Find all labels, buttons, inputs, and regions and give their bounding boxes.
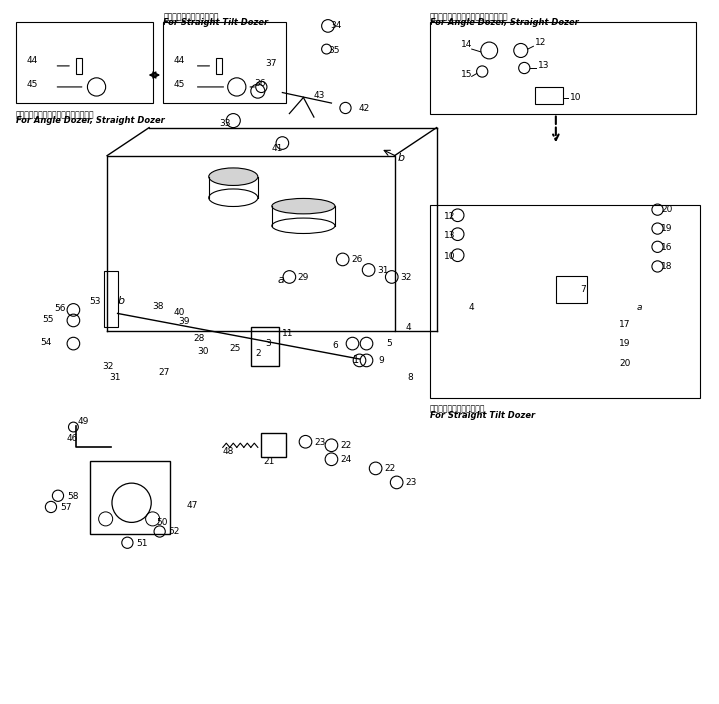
Text: 21: 21 (263, 457, 275, 466)
Text: 16: 16 (661, 244, 672, 252)
Text: 39: 39 (178, 317, 190, 326)
Text: 35: 35 (329, 46, 340, 55)
Bar (251, 327, 279, 366)
Text: 51: 51 (137, 539, 148, 548)
Text: 48: 48 (223, 446, 234, 455)
Text: 32: 32 (400, 272, 411, 282)
Text: 5: 5 (386, 339, 392, 348)
Bar (104, 271, 118, 327)
Text: a: a (636, 303, 642, 312)
Text: ストレートチルトドーザ用: ストレートチルトドーザ用 (430, 405, 485, 413)
Text: 15: 15 (461, 70, 472, 79)
Text: 22: 22 (340, 441, 351, 450)
Text: 43: 43 (314, 91, 325, 100)
Text: 36: 36 (255, 79, 266, 87)
Text: アングルドーザ、ストレートドーザ用: アングルドーザ、ストレートドーザ用 (430, 12, 508, 21)
Bar (76, 58, 82, 74)
Text: 24: 24 (340, 455, 351, 464)
Text: 55: 55 (42, 315, 54, 324)
Text: 12: 12 (444, 212, 455, 221)
Text: For Straight Tilt Dozer: For Straight Tilt Dozer (430, 411, 535, 420)
Text: For Straight Tilt Dozer: For Straight Tilt Dozer (163, 18, 268, 27)
Text: 49: 49 (78, 417, 89, 425)
Text: 4: 4 (405, 322, 411, 332)
Text: 54: 54 (40, 338, 52, 347)
Text: 14: 14 (461, 40, 472, 49)
Text: For Angle Dozer, Straight Dozer: For Angle Dozer, Straight Dozer (430, 18, 578, 27)
Text: 25: 25 (230, 344, 241, 353)
Text: 56: 56 (55, 304, 66, 313)
Text: 2: 2 (256, 349, 261, 358)
Text: ストレートチルトドーザ用: ストレートチルトドーザ用 (163, 12, 219, 21)
Text: 47: 47 (186, 501, 198, 510)
Text: 44: 44 (174, 56, 185, 65)
Text: 13: 13 (444, 231, 455, 239)
Bar (430, 205, 700, 398)
Text: 29: 29 (298, 272, 309, 282)
Text: 22: 22 (384, 464, 395, 473)
Text: 42: 42 (358, 104, 370, 113)
Text: 3: 3 (265, 339, 270, 348)
Text: 37: 37 (265, 59, 276, 68)
Text: 28: 28 (193, 334, 205, 343)
Text: 46: 46 (66, 434, 78, 443)
Text: 6: 6 (333, 341, 339, 350)
Ellipse shape (209, 168, 258, 185)
Text: 4: 4 (468, 303, 474, 312)
Text: 9: 9 (378, 356, 384, 365)
Bar (556, 276, 587, 303)
Text: 32: 32 (102, 362, 114, 371)
Text: 33: 33 (219, 118, 231, 127)
Bar (90, 460, 170, 534)
Text: 44: 44 (27, 56, 37, 65)
Text: 12: 12 (535, 38, 546, 47)
Text: a: a (278, 275, 284, 285)
Text: 31: 31 (109, 373, 121, 382)
Text: 11: 11 (283, 329, 294, 338)
Bar (163, 23, 286, 103)
Text: 10: 10 (570, 92, 582, 101)
Text: 53: 53 (90, 296, 101, 306)
Text: 7: 7 (580, 285, 586, 294)
Text: b: b (118, 296, 124, 306)
Ellipse shape (272, 218, 335, 234)
Text: 18: 18 (661, 263, 672, 271)
Bar (16, 23, 152, 103)
Text: アングルドーザ、ストレートドーザ用: アングルドーザ、ストレートドーザ用 (16, 110, 94, 119)
Text: 58: 58 (67, 491, 78, 501)
Text: 50: 50 (156, 517, 168, 527)
Bar (430, 23, 696, 113)
Text: 13: 13 (539, 61, 550, 70)
Text: 41: 41 (272, 144, 283, 153)
Text: 38: 38 (152, 301, 164, 310)
Text: 27: 27 (158, 368, 170, 377)
Text: b: b (398, 153, 406, 163)
Text: 23: 23 (405, 478, 416, 487)
Text: 17: 17 (619, 320, 631, 329)
Ellipse shape (209, 189, 258, 206)
Text: 23: 23 (314, 438, 325, 446)
Text: 10: 10 (444, 252, 455, 260)
Text: 20: 20 (619, 359, 631, 368)
Text: 31: 31 (377, 266, 388, 275)
Text: 45: 45 (27, 80, 38, 89)
Text: 40: 40 (174, 308, 185, 317)
Bar (261, 433, 286, 457)
Bar (535, 87, 563, 104)
Text: 34: 34 (330, 21, 342, 30)
Text: 45: 45 (174, 80, 185, 89)
Text: 30: 30 (197, 347, 209, 356)
Text: 52: 52 (169, 527, 180, 536)
Text: 1: 1 (352, 355, 359, 365)
Text: 19: 19 (661, 225, 672, 234)
Text: 26: 26 (351, 256, 362, 264)
Text: 20: 20 (661, 205, 672, 214)
Text: 19: 19 (619, 339, 631, 348)
Bar (216, 58, 222, 74)
Text: For Angle Dozer, Straight Dozer: For Angle Dozer, Straight Dozer (16, 116, 165, 125)
Text: 57: 57 (60, 503, 72, 512)
Text: 8: 8 (407, 373, 413, 382)
Ellipse shape (272, 199, 335, 214)
